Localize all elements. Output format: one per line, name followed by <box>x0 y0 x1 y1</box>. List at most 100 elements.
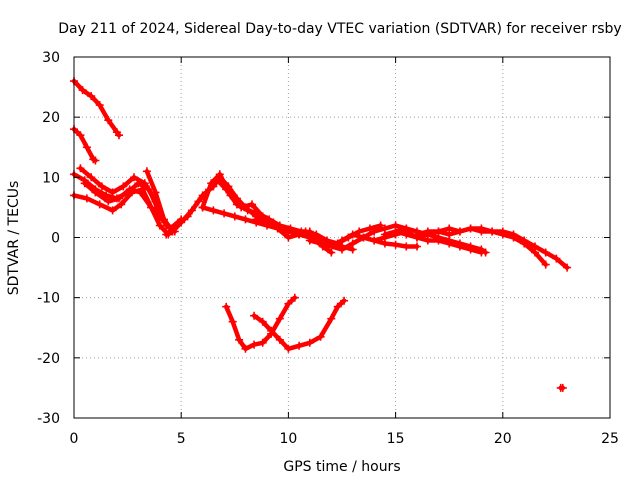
data-point <box>220 209 229 218</box>
data-point <box>359 233 368 242</box>
data-point <box>207 179 216 188</box>
data-point <box>104 197 113 206</box>
data-point <box>316 239 325 248</box>
y-tick-label: 10 <box>42 170 60 186</box>
data-point <box>365 224 374 233</box>
data-point <box>531 242 539 251</box>
data-point <box>162 230 171 239</box>
data-point <box>327 242 336 251</box>
data-point <box>338 236 346 245</box>
data-point <box>222 302 231 311</box>
data-point <box>258 338 267 347</box>
data-point <box>466 224 475 233</box>
data-point <box>237 203 246 212</box>
data-point <box>275 335 284 344</box>
x-tick-label: 5 <box>177 431 186 447</box>
data-point <box>305 236 314 245</box>
data-point <box>258 317 267 326</box>
data-point <box>290 293 299 302</box>
data-point <box>455 227 464 236</box>
data-point <box>563 263 572 272</box>
data-point <box>147 203 156 212</box>
x-tick-label: 25 <box>601 431 619 447</box>
data-point <box>230 212 239 221</box>
data-point <box>327 314 336 323</box>
data-point <box>340 296 349 305</box>
data-point <box>284 233 293 242</box>
data-point <box>541 248 550 257</box>
y-tick-label: -10 <box>37 291 60 307</box>
data-point <box>215 170 224 179</box>
data-point <box>250 340 259 349</box>
data-point <box>275 314 284 323</box>
data-point <box>151 188 160 197</box>
data-point <box>87 173 96 182</box>
data-point <box>241 215 250 224</box>
data-point <box>80 179 89 188</box>
data-point <box>248 200 256 209</box>
data-point <box>305 227 314 236</box>
axis-ticks: 0 5 10 15 20 25 -30 -20 -10 0 10 20 30 <box>37 50 619 447</box>
data-point <box>117 200 126 209</box>
data-point <box>82 194 91 203</box>
series-track-16 <box>413 224 572 272</box>
data-point <box>91 188 100 197</box>
data-point <box>104 116 113 125</box>
data-point <box>198 203 207 212</box>
data-point <box>333 302 342 311</box>
series-line <box>223 295 298 352</box>
data-point <box>402 224 411 233</box>
data-point <box>488 227 497 236</box>
data-point <box>295 341 304 350</box>
data-point <box>183 212 192 221</box>
data-point <box>125 185 134 194</box>
y-tick-label: 30 <box>42 50 60 66</box>
data-point <box>76 131 85 140</box>
data-point <box>130 173 138 182</box>
data-point <box>391 227 400 236</box>
y-tick-label: -30 <box>37 411 60 427</box>
data-point <box>284 299 293 308</box>
x-tick-label: 10 <box>279 431 297 447</box>
data-point <box>316 332 325 341</box>
data-point <box>402 242 411 251</box>
x-axis-label: GPS time / hours <box>283 459 400 475</box>
data-point <box>348 239 357 248</box>
data-point <box>95 200 104 209</box>
data-point <box>370 227 379 236</box>
data-point <box>78 86 87 95</box>
data-point <box>455 239 464 248</box>
data-point <box>391 240 400 249</box>
y-tick-label: 20 <box>42 110 60 126</box>
data-point <box>477 224 486 233</box>
data-point <box>338 245 346 254</box>
data-point <box>155 221 164 230</box>
data-point <box>228 317 237 326</box>
data-point <box>445 224 454 233</box>
data-point <box>305 338 314 347</box>
data-point <box>423 227 432 236</box>
data-point <box>97 182 106 191</box>
data-point <box>520 236 529 245</box>
data-point <box>509 230 518 239</box>
data-point <box>498 227 507 236</box>
data-point <box>481 248 490 257</box>
data-point <box>380 230 389 239</box>
data-point <box>172 221 181 230</box>
data-point <box>541 260 550 269</box>
data-point <box>82 143 91 152</box>
data-point <box>87 92 96 101</box>
data-point <box>466 242 475 251</box>
data-point <box>119 182 128 191</box>
data-point <box>413 230 421 239</box>
data-point <box>95 101 104 110</box>
data-point <box>194 197 203 206</box>
series-isolated <box>556 383 567 392</box>
y-tick-label: 0 <box>51 231 60 247</box>
data-point <box>558 383 567 392</box>
data-point <box>252 215 261 224</box>
x-tick-label: 20 <box>494 431 512 447</box>
data-point <box>434 227 443 236</box>
data-point <box>267 326 276 335</box>
